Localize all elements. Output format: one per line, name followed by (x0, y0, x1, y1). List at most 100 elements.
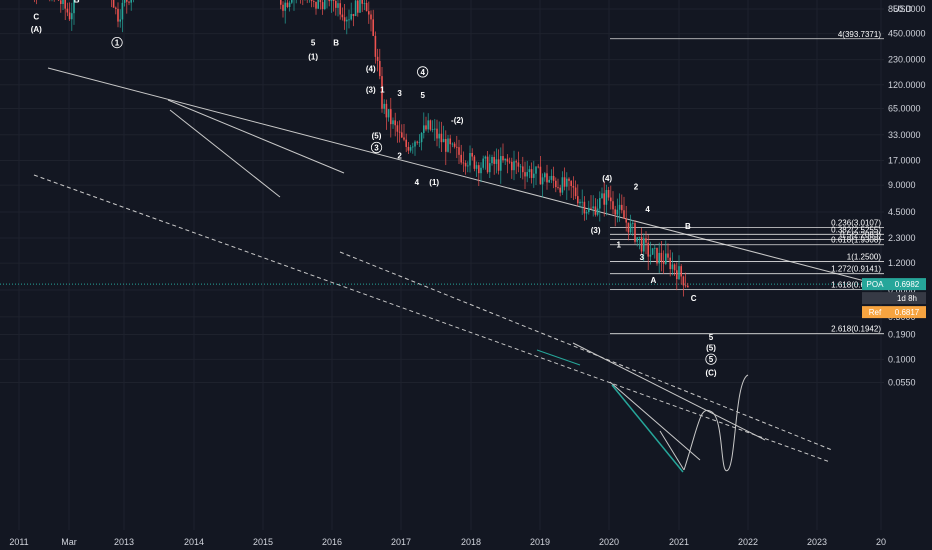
candle-body (502, 156, 504, 161)
candle-body (458, 147, 460, 155)
wave-label: (A) (31, 25, 42, 34)
y-tick-label: 450.0000 (888, 29, 926, 39)
candle-body (438, 133, 440, 139)
candle-body (629, 223, 632, 233)
channel-upper-line (339, 251, 833, 451)
candle-body (482, 158, 484, 168)
candle-body (462, 162, 465, 164)
candle-body (398, 131, 401, 133)
wave-label: 3 (374, 143, 379, 152)
candle-body (673, 264, 676, 271)
candle-body (449, 138, 451, 145)
candle-body (280, 0, 282, 5)
x-tick-label: 2018 (461, 537, 481, 547)
candle-body (546, 173, 548, 183)
y-tick-label: 0.1900 (888, 330, 916, 340)
green-small-line (536, 349, 581, 366)
candle-body (343, 17, 346, 22)
candle-body (396, 125, 399, 132)
candle-body (552, 175, 555, 181)
candle-body (119, 19, 121, 22)
candle-body (605, 189, 608, 205)
candle-body (486, 156, 489, 173)
candle-body (62, 0, 64, 5)
candle-body (517, 162, 520, 167)
y-tick-label: 230.0000 (888, 55, 926, 65)
green-target-line (611, 384, 684, 473)
candle-body (583, 201, 586, 214)
candle-body (618, 204, 621, 210)
candle-body (383, 103, 385, 109)
candle-body (676, 270, 678, 280)
x-tick-label: 2023 (807, 537, 827, 547)
candle-body (555, 180, 557, 188)
candle-body (434, 128, 436, 130)
wave-label: (5) (706, 344, 716, 353)
candle-body (497, 159, 500, 171)
price-badges: POA 0.6982 1d 8h Ref 0.6817 (862, 278, 926, 319)
candle-body (123, 0, 126, 3)
grid (0, 0, 884, 530)
x-tick-label: 20 (876, 537, 886, 547)
fib-levels: 0.236(3.0107)0.382(2.5255)0.5(2.2083)0.6… (610, 30, 884, 335)
wave-label: (4) (602, 174, 612, 183)
candle-body (64, 0, 66, 9)
candle-body (684, 285, 687, 287)
candle-body (568, 178, 570, 181)
candle-body (372, 19, 374, 36)
candle-body (687, 285, 689, 288)
candle-body (508, 161, 511, 163)
candle-body (647, 242, 649, 257)
candle-body (574, 187, 577, 197)
fib-level-label: 2.618(0.1942) (831, 325, 881, 334)
candle-body (60, 0, 62, 5)
wave-label-circle (111, 37, 123, 49)
candle-body (467, 165, 469, 167)
candle-body (73, 0, 75, 14)
badge-value: 0.6817 (895, 308, 920, 317)
y-tick-label: 33.0000 (888, 130, 921, 140)
candle-body (453, 143, 456, 147)
wave-label: -(2) (451, 116, 464, 125)
currency-label: USD (893, 4, 913, 14)
candle-body (445, 138, 447, 152)
candle-body (335, 0, 337, 8)
wave-label: (C) (705, 368, 716, 377)
candle-body (330, 0, 333, 2)
wave-label-circle (705, 353, 717, 365)
candle-body (381, 76, 383, 109)
candle-body (409, 147, 412, 151)
candle-body (447, 138, 449, 152)
x-tick-label: 2019 (530, 537, 550, 547)
x-tick-label: 2022 (738, 537, 758, 547)
candle-body (128, 1, 130, 3)
candle-body (475, 165, 478, 169)
candle-body (469, 153, 471, 166)
wave-labels: (B)CBAABC(A)122413A(2)C5(1)B(4)(3)1345-(… (31, 0, 717, 377)
candle-body (570, 180, 572, 187)
candle-body (522, 166, 524, 173)
candle-body (328, 0, 330, 2)
candle-body (315, 1, 317, 9)
wave-label: B (333, 39, 339, 48)
price-badge: 1d 8h (862, 292, 926, 305)
candle-body (357, 0, 359, 13)
candle-body (636, 237, 638, 242)
y-tick-label: 2.3000 (888, 233, 916, 243)
candle-body (460, 154, 462, 163)
y-tick-label: 9.0000 (888, 180, 916, 190)
candle-body (387, 109, 390, 118)
channel-lower-line (33, 174, 831, 463)
candle-body (579, 201, 581, 204)
wave-label: 1 (115, 39, 120, 48)
time-axis[interactable]: 2011 Mar 2013 2014 2015 2016 2017 2018 2019 2020 2… (9, 537, 886, 547)
candle-body (394, 120, 396, 126)
candle-body (607, 189, 610, 198)
candle-body (651, 248, 654, 255)
wave-label: (3) (591, 226, 601, 235)
candle-body (588, 207, 590, 213)
candle-body (658, 252, 660, 264)
candle-body (130, 0, 132, 3)
candle-body (121, 2, 124, 20)
